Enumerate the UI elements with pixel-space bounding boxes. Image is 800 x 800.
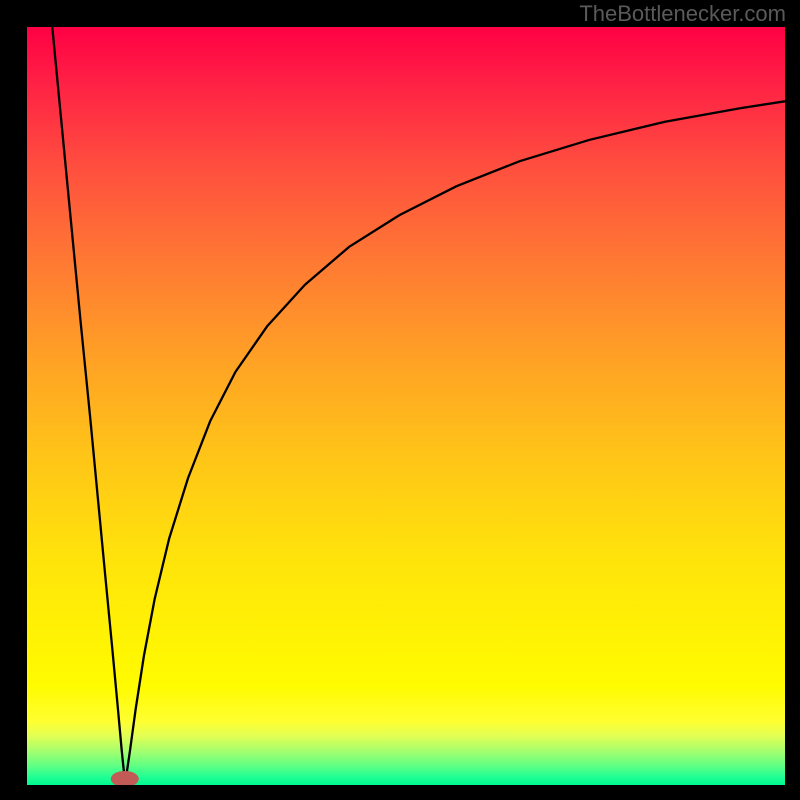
watermark-text: TheBottlenecker.com (579, 1, 786, 27)
plot-area (27, 27, 785, 785)
chart-svg (27, 27, 785, 785)
chart-frame: TheBottlenecker.com (0, 0, 800, 800)
